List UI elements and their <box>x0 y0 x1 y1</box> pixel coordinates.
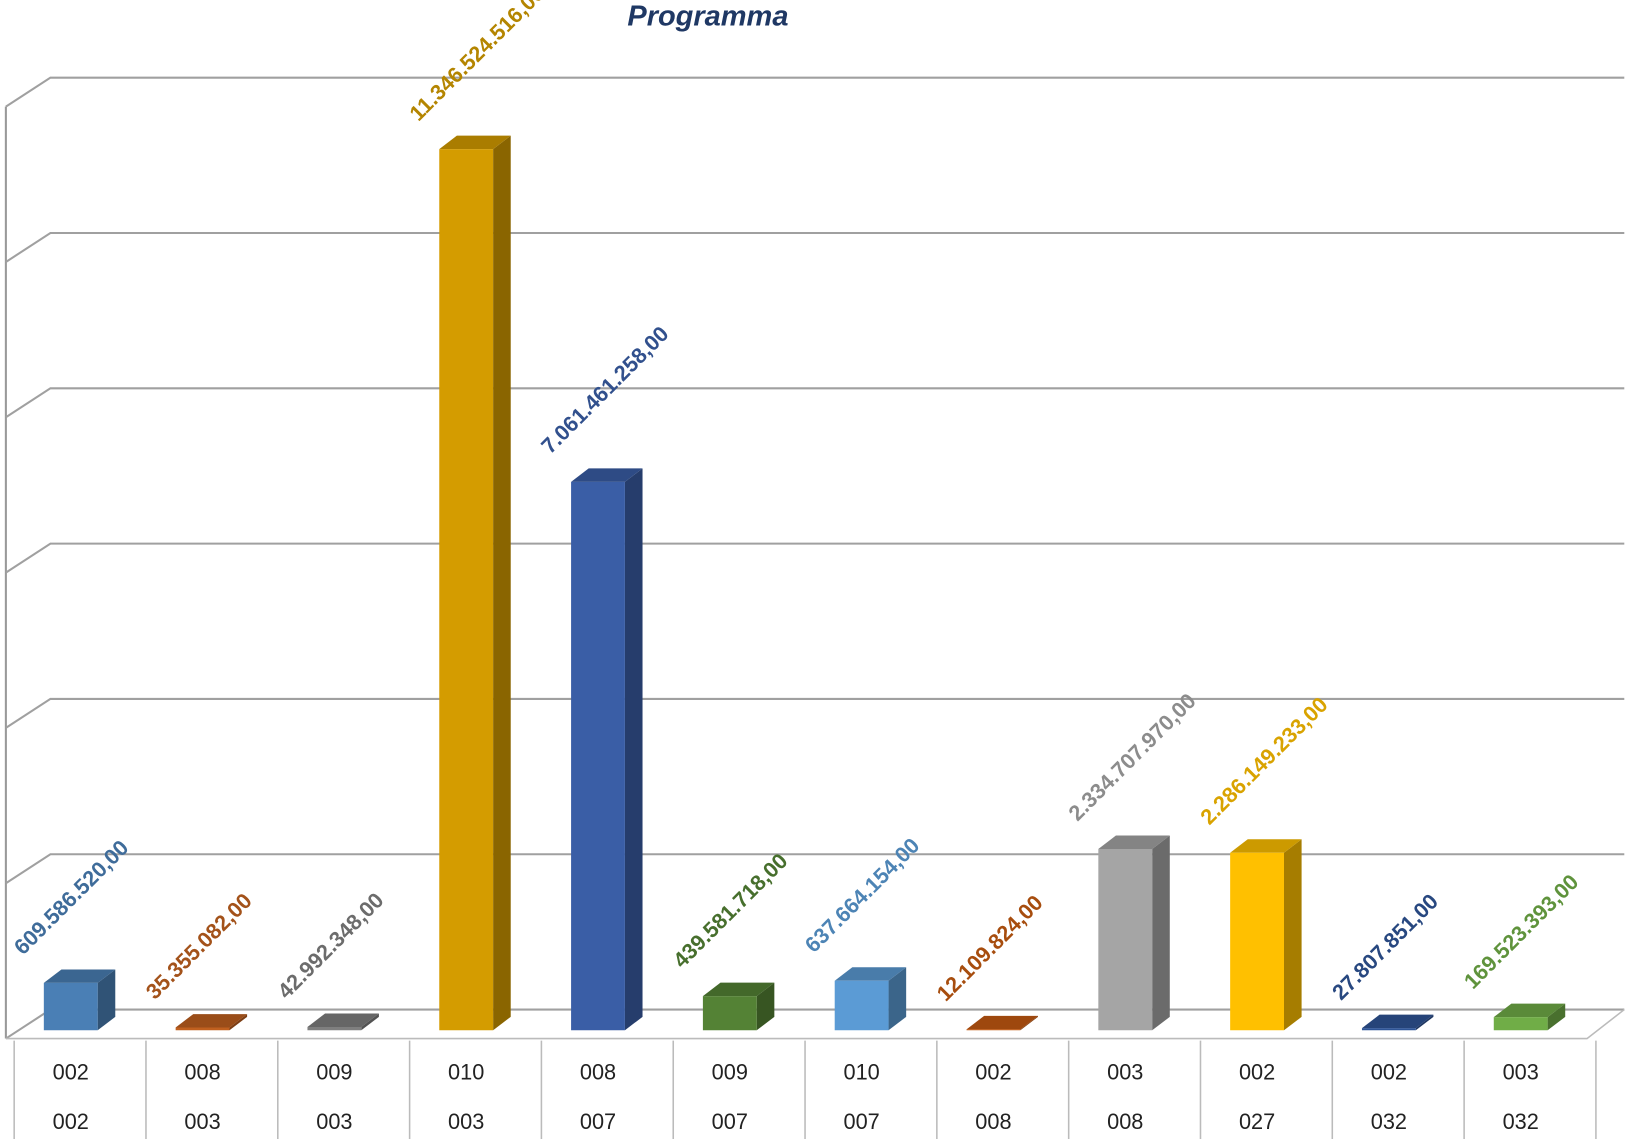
data-label: 637.664.154,00 <box>800 833 925 958</box>
bar-front <box>1230 852 1284 1031</box>
data-label: 2.334.707.970,00 <box>1063 688 1200 825</box>
bar-side <box>888 967 907 1031</box>
bar-front <box>1098 848 1153 1031</box>
bar <box>834 967 907 1031</box>
bar-top <box>307 1013 379 1027</box>
grid-line <box>5 697 1625 729</box>
bar-front <box>966 1029 1021 1031</box>
x-tick-label: 032 <box>1371 1109 1407 1134</box>
data-label: 12.109.824,00 <box>932 890 1048 1006</box>
bar-side <box>756 982 775 1031</box>
bar <box>1098 835 1170 1031</box>
x-tick-label: 010 <box>843 1060 879 1085</box>
bar <box>702 982 775 1031</box>
bar-top <box>702 982 775 997</box>
x-tick-label: 003 <box>1503 1060 1539 1085</box>
bar-side <box>361 1013 379 1031</box>
bar-front <box>1361 1028 1416 1031</box>
bar <box>439 135 511 1031</box>
x-tick-label: 007 <box>580 1109 616 1134</box>
bar-side <box>1547 1003 1566 1031</box>
bar-top <box>834 967 907 981</box>
x-tick-label: 008 <box>975 1109 1011 1134</box>
bar <box>966 1015 1038 1031</box>
x-tick-label: 008 <box>580 1060 616 1085</box>
bar-front <box>1493 1017 1548 1031</box>
data-label: 11.346.524.516,00 <box>404 0 549 126</box>
bar-side <box>624 468 643 1031</box>
bar-side <box>1283 839 1302 1031</box>
data-label: 2.286.149.233,00 <box>1195 692 1332 829</box>
grid-line <box>5 76 1625 108</box>
x-tick-label: 008 <box>184 1060 220 1085</box>
data-label: 7.061.461.258,00 <box>536 321 673 458</box>
data-label: 439.581.718,00 <box>668 848 793 973</box>
data-label: 35.355.082,00 <box>141 888 257 1004</box>
bar-front <box>702 996 757 1031</box>
bar-top <box>966 1015 1038 1030</box>
bar-top <box>571 468 643 482</box>
bar-side <box>229 1014 248 1031</box>
x-tick-label: 008 <box>1107 1109 1143 1134</box>
data-label: 27.807.851,00 <box>1327 889 1443 1005</box>
bar-side <box>1020 1015 1038 1031</box>
x-tick-label: 002 <box>975 1060 1011 1085</box>
bar-side <box>97 969 116 1031</box>
bar-side <box>1152 835 1170 1031</box>
x-tick-label: 003 <box>316 1109 352 1134</box>
data-label: 169.523.393,00 <box>1459 869 1584 994</box>
bar <box>1230 839 1302 1031</box>
bar-top <box>439 135 511 150</box>
bar-top <box>1230 839 1302 853</box>
bar-front <box>307 1026 362 1031</box>
bar-top <box>43 969 116 983</box>
floor-front <box>5 1008 1625 1040</box>
x-tick-label: 002 <box>1239 1060 1275 1085</box>
bar <box>175 1014 248 1031</box>
bar-top <box>175 1014 248 1028</box>
x-tick-label: 003 <box>184 1109 220 1134</box>
bar-front <box>439 149 494 1031</box>
x-tick-label: 009 <box>712 1060 748 1085</box>
bar <box>571 468 643 1031</box>
bar-front <box>43 982 98 1031</box>
bar <box>43 969 116 1031</box>
bar-front <box>834 980 889 1031</box>
x-tick-label: 007 <box>712 1109 748 1134</box>
x-tick-label: 002 <box>53 1060 89 1085</box>
x-tick-label: 002 <box>53 1109 89 1134</box>
grid-line <box>5 853 1625 885</box>
chart-title: Programma <box>627 0 788 32</box>
bar <box>307 1013 379 1031</box>
bar-front <box>571 481 625 1031</box>
bar-side <box>493 135 511 1031</box>
x-tick-label: 032 <box>1503 1109 1539 1134</box>
x-tick-label: 010 <box>448 1060 484 1085</box>
bar <box>1361 1014 1434 1031</box>
bar-top <box>1493 1003 1566 1018</box>
x-tick-label: 003 <box>1107 1060 1143 1085</box>
grid-line <box>5 387 1625 419</box>
bar-side <box>1415 1014 1434 1031</box>
grid-line <box>5 231 1625 263</box>
bar <box>1493 1003 1566 1031</box>
x-tick-label: 003 <box>448 1109 484 1134</box>
x-tick-label: 007 <box>843 1109 879 1134</box>
bar-top <box>1361 1014 1434 1029</box>
x-tick-label: 027 <box>1239 1109 1275 1134</box>
grid-line <box>5 542 1625 574</box>
bar-front <box>175 1027 230 1031</box>
x-tick-label: 009 <box>316 1060 352 1085</box>
x-tick-label: 002 <box>1371 1060 1407 1085</box>
bar-top <box>1098 835 1170 849</box>
data-label: 42.992.348,00 <box>273 888 389 1004</box>
